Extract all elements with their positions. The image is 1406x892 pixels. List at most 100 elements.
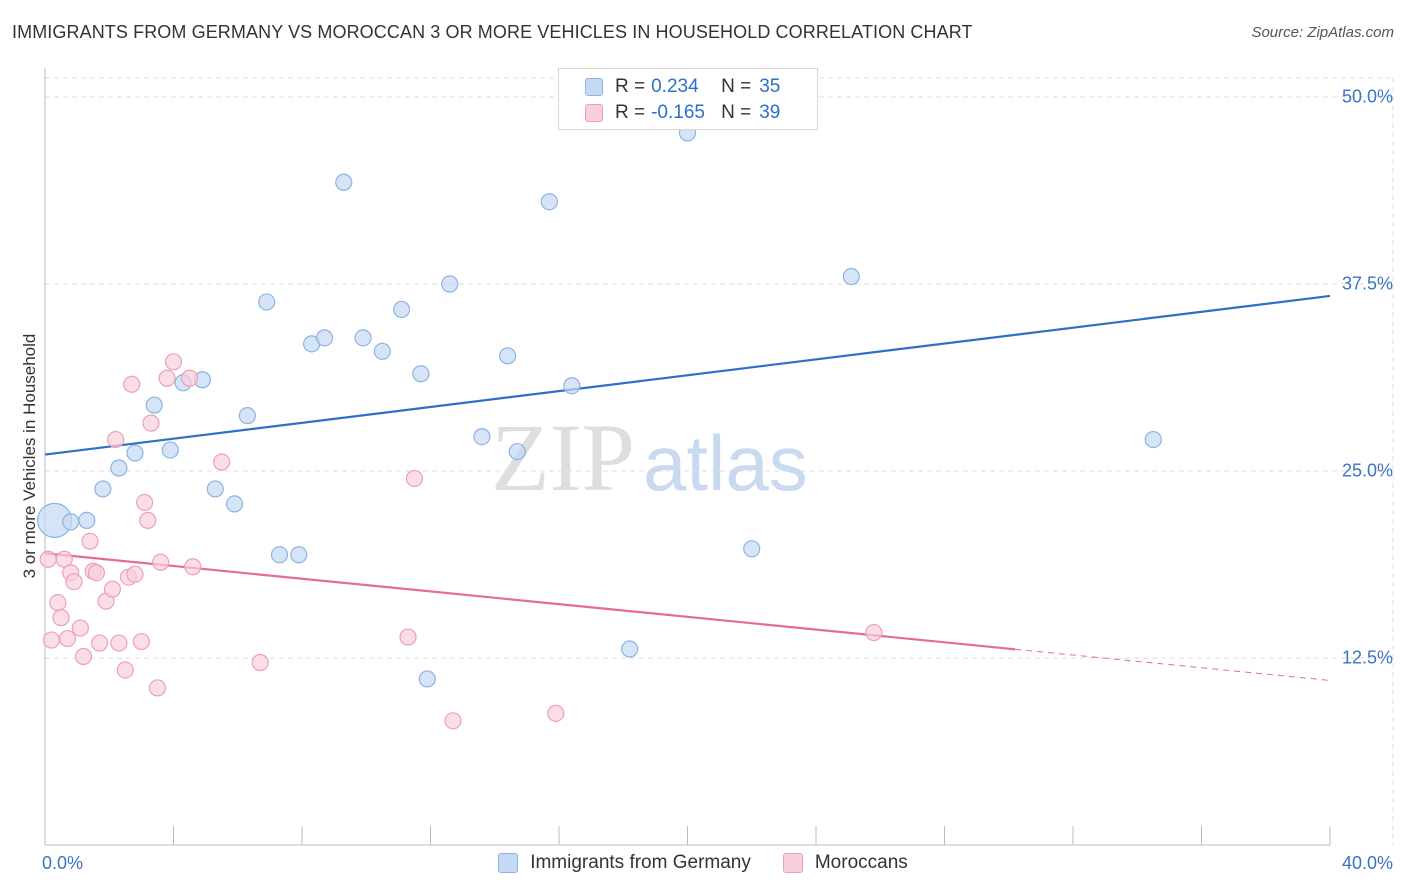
germany-point: [270, 546, 289, 564]
n-label: N =: [721, 102, 752, 123]
moroccan-point: [91, 634, 109, 652]
moroccan-point: [184, 558, 202, 576]
moroccan-point: [126, 565, 144, 583]
moroccan-point: [213, 453, 231, 471]
germany-point: [1144, 430, 1162, 449]
trend-lines: [44, 294, 1331, 681]
germany-point: [78, 511, 96, 529]
legend-label: Moroccans: [814, 852, 908, 873]
moroccan-point: [87, 564, 106, 582]
germany-point: [473, 427, 491, 446]
watermark: ZIP atlas: [491, 404, 808, 511]
germany-point: [441, 275, 459, 293]
stats-row-germany: R = 0.234 N = 35: [585, 74, 780, 100]
germany-swatch: [585, 78, 603, 96]
germany-point: [258, 293, 276, 311]
y-tick-label: 12.5%: [1341, 647, 1393, 668]
moroccan-point: [158, 369, 176, 387]
germany-point: [62, 513, 80, 531]
moroccan-point: [65, 573, 83, 591]
germany-point: [110, 459, 128, 477]
germany-point: [238, 407, 256, 425]
r-value: -0.165: [651, 102, 705, 123]
moroccan-point: [52, 609, 70, 627]
moroccan-point: [139, 511, 157, 529]
moroccan-point: [49, 594, 67, 612]
germany-point: [418, 670, 436, 688]
germany-point: [508, 442, 526, 461]
legend-label: Immigrants from Germany: [530, 852, 751, 873]
moroccan-point: [132, 632, 150, 651]
germany-point: [161, 441, 179, 459]
germany-point: [315, 329, 334, 347]
germany-point: [290, 546, 308, 564]
germany-point: [621, 640, 639, 658]
r-value: 0.234: [651, 76, 699, 97]
trend-line-dashed-1: [1015, 648, 1331, 681]
moroccan-point: [399, 628, 417, 646]
moroccan-point: [42, 631, 61, 649]
n-label: N =: [721, 76, 752, 97]
moroccan-point: [251, 653, 269, 672]
legend: Immigrants from Germany Moroccans: [0, 852, 1406, 874]
moroccan-point: [110, 634, 128, 652]
chart-title: IMMIGRANTS FROM GERMANY VS MOROCCAN 3 OR…: [12, 22, 973, 42]
legend-swatch-moroccans: [782, 853, 803, 873]
gridlines: [45, 77, 1395, 845]
germany-point: [126, 444, 144, 462]
x-tick-label: 0.0%: [42, 853, 84, 873]
r-label: R =: [615, 102, 646, 123]
y-tick-label: 25.0%: [1341, 460, 1393, 481]
germany-point: [563, 377, 581, 395]
trend-line-solid-1: [44, 552, 1016, 651]
germany-point: [206, 480, 224, 498]
trend-line-0: [44, 294, 1331, 456]
germany-point: [540, 193, 558, 211]
legend-swatch-germany: [498, 853, 519, 873]
moroccan-point: [58, 629, 77, 648]
y-tick-label: 50.0%: [1341, 86, 1393, 107]
moroccan-point: [107, 430, 125, 449]
germany-point: [842, 267, 860, 286]
germany-point: [412, 365, 430, 383]
r-label: R =: [615, 76, 646, 97]
moroccan-point: [103, 580, 122, 598]
moroccan-point: [39, 550, 57, 568]
moroccan-point: [71, 619, 89, 637]
n-value: 35: [759, 76, 781, 97]
moroccan-point: [180, 369, 199, 387]
moroccan-point: [142, 414, 160, 432]
n-value: 39: [759, 102, 781, 123]
y-tick-label: 37.5%: [1341, 273, 1393, 294]
x-tick-label: 40.0%: [1341, 853, 1393, 873]
moroccan-point: [547, 704, 565, 722]
germany-point: [335, 173, 353, 191]
moroccan-point: [152, 553, 170, 571]
source-label: Source: ZipAtlas.com: [1251, 24, 1394, 41]
moroccan-point: [81, 532, 99, 550]
moroccan-point: [444, 712, 462, 730]
germany-point: [145, 396, 163, 414]
moroccan-point: [148, 679, 167, 697]
germany-point: [499, 347, 517, 365]
moroccan-point: [123, 375, 141, 393]
germany-point: [354, 329, 372, 347]
legend-item-moroccans[interactable]: Moroccans: [782, 852, 908, 874]
germany-point: [94, 480, 112, 498]
germany-point: [373, 342, 391, 360]
moroccan-point: [405, 469, 424, 488]
stats-row-moroccans: R = -0.165 N = 39: [585, 100, 780, 126]
watermark-atlas: atlas: [643, 419, 808, 507]
germany-point: [743, 540, 761, 558]
moroccan-point: [135, 493, 154, 512]
moroccan-point: [116, 661, 134, 679]
moroccan-point: [865, 623, 883, 642]
stats-box: R = 0.234 N = 35 R = -0.165 N = 39: [558, 68, 818, 130]
germany-point: [225, 495, 244, 513]
moroccan-point: [74, 647, 93, 666]
legend-item-germany[interactable]: Immigrants from Germany: [498, 852, 751, 874]
axes: [44, 68, 1331, 846]
moroccan-point: [164, 353, 183, 371]
germany-point: [392, 300, 411, 319]
